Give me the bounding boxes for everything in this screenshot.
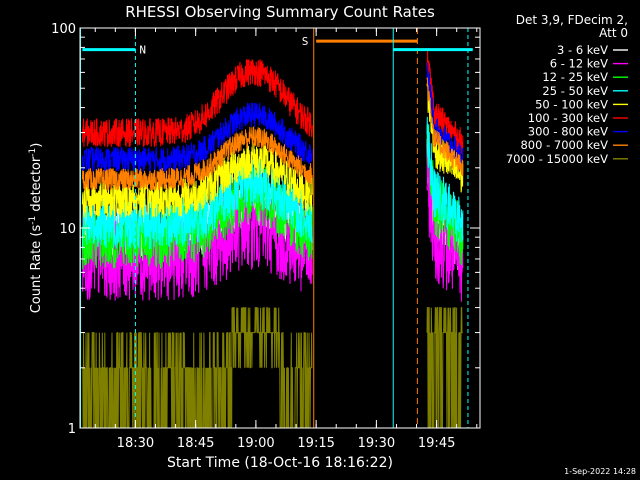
ticks-layer: 18:30 18:45 19:00 19:15 19:30 19:45 100 10 1 — [51, 22, 480, 451]
y-axis-label: Count Rate (s-1 detector-1) — [28, 143, 44, 314]
night-label: N — [139, 44, 146, 57]
y-axis-label-sup: -1 — [28, 216, 38, 225]
x-tick-label: 18:30 — [117, 436, 154, 451]
series-line — [81, 126, 313, 191]
series-line — [81, 102, 313, 174]
y-axis-label-part: ) — [29, 143, 44, 148]
legend-label: 25 - 50 keV — [542, 84, 608, 98]
series-line — [81, 158, 313, 250]
x-tick-label: 18:45 — [177, 436, 214, 451]
series-line — [81, 59, 313, 148]
y-tick-label: 10 — [59, 222, 76, 237]
y-tick-label: 1 — [68, 422, 76, 437]
legend-label: 6 - 12 keV — [550, 57, 608, 71]
x-tick-label: 19:15 — [297, 436, 334, 451]
y-axis-label-sup: -1 — [28, 148, 38, 157]
legend-label: 7000 - 15000 keV — [506, 152, 608, 166]
legend-label: 50 - 100 keV — [535, 97, 608, 111]
saa-label: S — [302, 35, 309, 48]
legend-label: 800 - 7000 keV — [520, 138, 608, 152]
legend-label: 300 - 800 keV — [528, 125, 608, 139]
legend-label: 3 - 6 keV — [557, 43, 608, 57]
series-line — [426, 50, 464, 159]
y-tick-label: 100 — [51, 22, 76, 37]
legend-header-line-1: Det 3,9, FDecim 2, — [516, 13, 628, 27]
x-tick-label: 19:30 — [358, 436, 395, 451]
x-tick-label: 19:00 — [237, 436, 274, 451]
series-line — [426, 116, 464, 243]
chart-title: RHESSI Observing Summary Count Rates — [125, 3, 435, 21]
footer-timestamp: 1-Sep-2022 14:28 — [564, 467, 636, 476]
x-tick-label: 19:45 — [418, 436, 455, 451]
y-axis-label-part: Count Rate (s — [29, 225, 44, 314]
series-line — [81, 142, 313, 219]
legend-label: 100 - 300 keV — [528, 111, 608, 125]
legend-header-line-2: Att 0 — [599, 26, 628, 40]
series-line — [426, 77, 464, 177]
series-line — [426, 307, 463, 429]
y-axis-label-part: detector — [29, 156, 44, 216]
x-axis-label: Start Time (18-Oct-16 18:16:22) — [167, 455, 393, 471]
legend-label: 12 - 25 keV — [542, 70, 608, 84]
